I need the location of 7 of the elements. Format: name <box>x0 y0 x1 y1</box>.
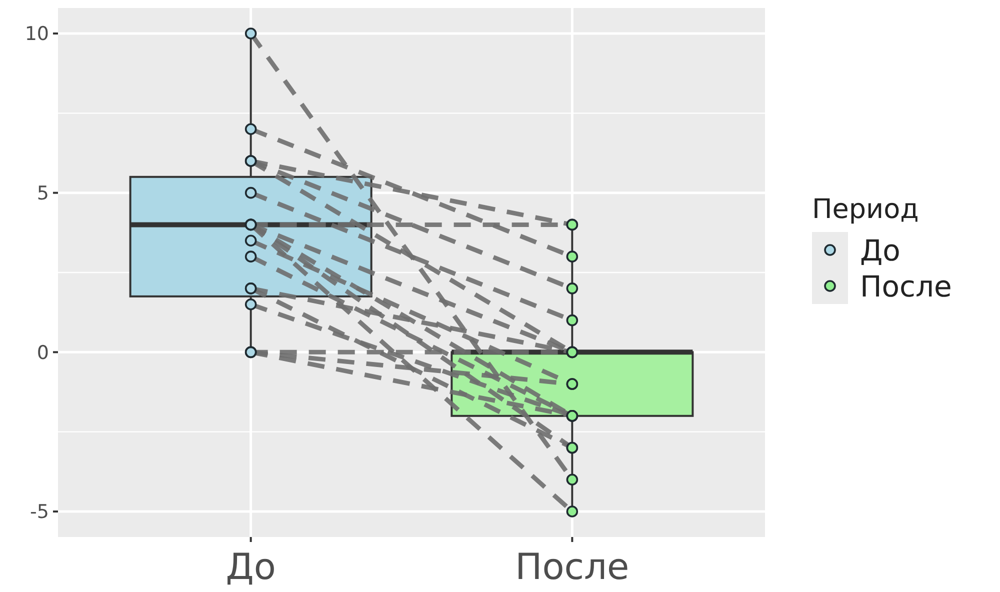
y-tick-label: 0 <box>36 342 49 364</box>
legend-label: После <box>860 269 952 304</box>
y-tick-label: -5 <box>30 501 49 524</box>
y-tick-label: 5 <box>36 182 49 204</box>
y-tick-label: 10 <box>24 23 49 46</box>
legend-title: Период <box>812 194 919 225</box>
legend-label: До <box>860 233 900 268</box>
